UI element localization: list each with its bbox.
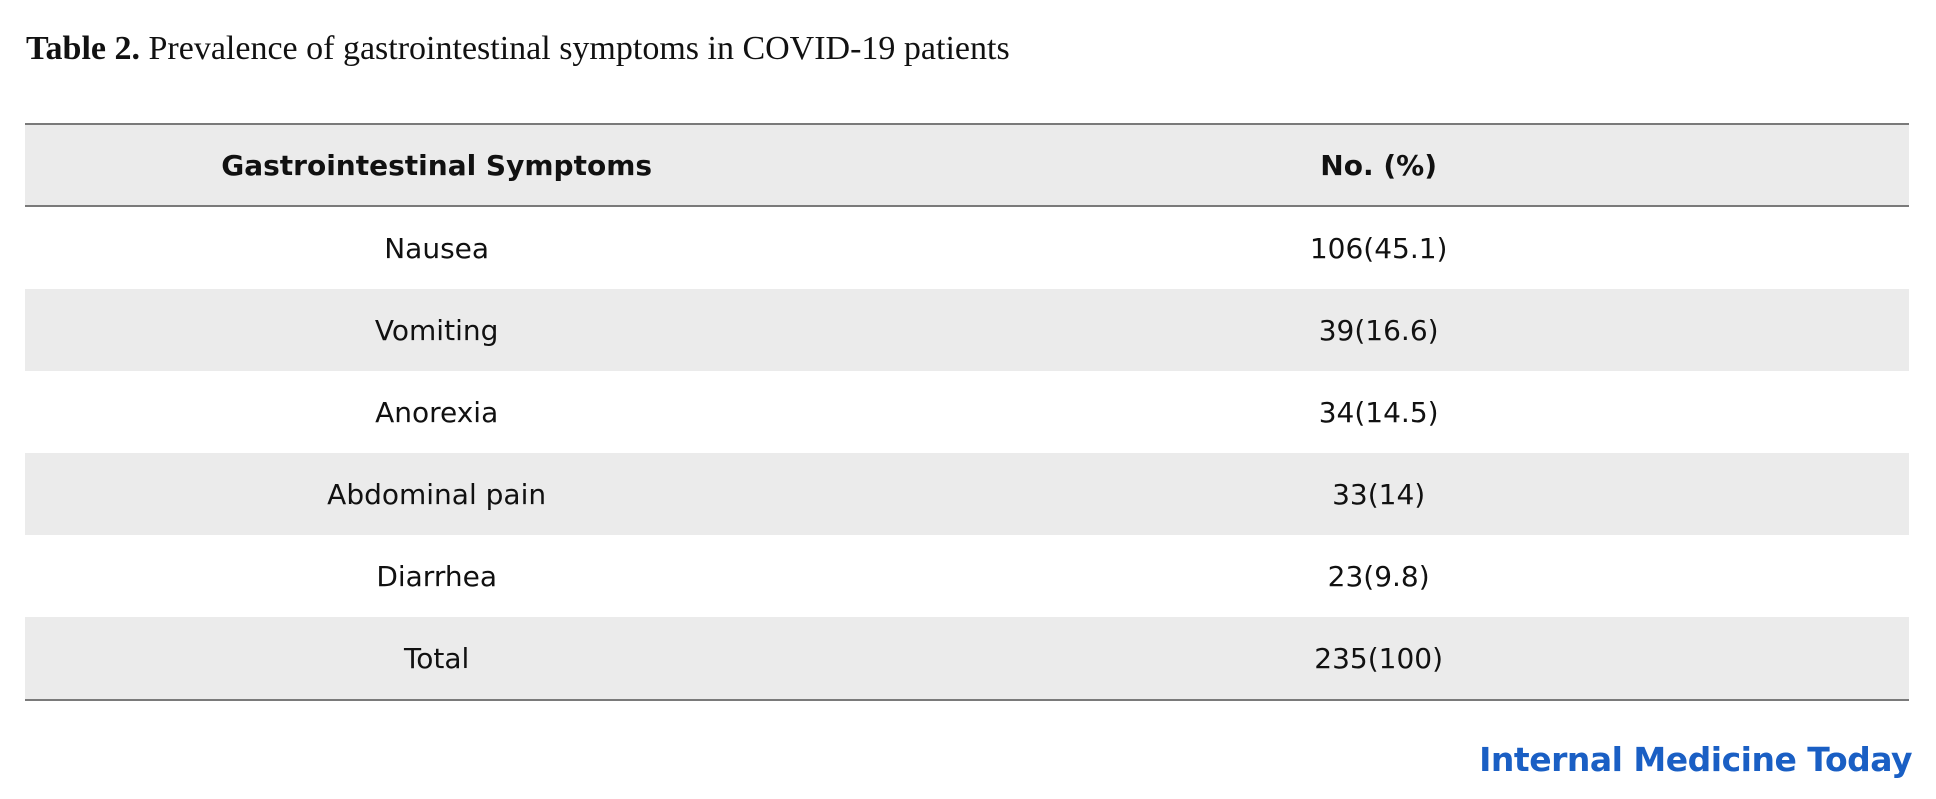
table-caption: Table 2. Prevalence of gastrointestinal …: [26, 30, 1010, 68]
table-row-total: Total 235(100): [25, 617, 1909, 700]
count-percent-cell: 106(45.1): [1309, 231, 1448, 265]
table-row: Nausea 106(45.1): [25, 206, 1909, 289]
total-value-cell: 235(100): [1314, 641, 1444, 675]
table-row: Abdominal pain 33(14): [25, 453, 1909, 535]
count-percent-cell: 34(14.5): [1318, 395, 1439, 429]
symptom-cell: Diarrhea: [376, 559, 497, 593]
symptoms-table: Gastrointestinal Symptoms No. (%) Nausea…: [25, 123, 1909, 701]
table-header-row: Gastrointestinal Symptoms No. (%): [25, 124, 1909, 206]
total-label-cell: Total: [403, 641, 470, 675]
table-row: Anorexia 34(14.5): [25, 371, 1909, 453]
journal-brand-logo: Internal Medicine Today: [1479, 740, 1912, 779]
table-caption-label: Table 2.: [26, 30, 141, 67]
symptom-cell: Anorexia: [375, 395, 499, 429]
count-percent-cell: 39(16.6): [1318, 313, 1439, 347]
count-percent-cell: 33(14): [1332, 477, 1426, 511]
column-header-symptoms: Gastrointestinal Symptoms: [221, 148, 653, 182]
table-row: Vomiting 39(16.6): [25, 289, 1909, 371]
symptom-cell: Abdominal pain: [327, 477, 547, 511]
symptom-cell: Vomiting: [374, 313, 499, 347]
table-header: Gastrointestinal Symptoms No. (%): [25, 124, 1909, 206]
table-caption-text: Prevalence of gastrointestinal symptoms …: [148, 30, 1010, 67]
table-row: Diarrhea 23(9.8): [25, 535, 1909, 617]
count-percent-cell: 23(9.8): [1327, 559, 1430, 593]
table-body: Nausea 106(45.1) Vomiting 39(16.6) Anore…: [25, 206, 1909, 700]
symptom-cell: Nausea: [384, 231, 490, 265]
table-container: Gastrointestinal Symptoms No. (%) Nausea…: [25, 123, 1909, 701]
column-header-count-percent: No. (%): [1320, 148, 1437, 182]
